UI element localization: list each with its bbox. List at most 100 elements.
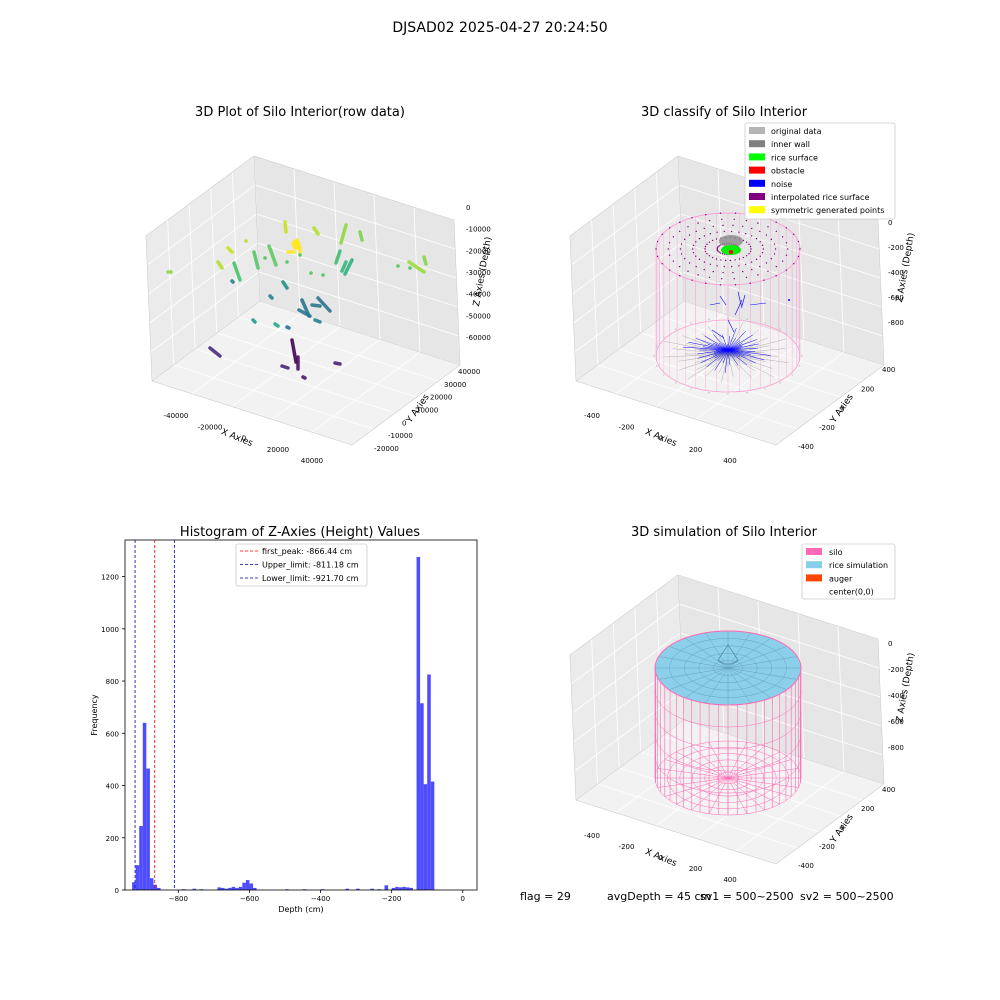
interpolated-surface-point	[703, 235, 706, 237]
subplot-histogram: Histogram of Z-Axies (Height) Values −80…	[90, 525, 478, 914]
interpolated-surface-point	[785, 242, 788, 244]
original-data-point	[791, 336, 793, 338]
floor-gridline	[735, 351, 845, 433]
axes-edge	[575, 719, 685, 801]
z-tick-label: -50000	[466, 312, 491, 320]
interpolated-surface-point	[692, 244, 695, 247]
axes-edge	[569, 155, 679, 237]
silo-floor-spoke	[727, 751, 780, 779]
noise-ray	[688, 341, 729, 351]
interpolated-surface-point	[722, 271, 724, 274]
interpolated-surface-point	[695, 241, 697, 243]
legend-swatch	[806, 561, 822, 569]
y-tick-label: 800	[106, 678, 119, 686]
wall-gridline	[413, 207, 421, 353]
noise-ray	[727, 349, 746, 357]
x-axis-label: Depth (cm)	[278, 905, 323, 914]
z-tick-label: -600	[888, 294, 904, 302]
histogram-frame	[124, 539, 478, 891]
histogram-bar	[228, 887, 232, 890]
interpolated-surface-point	[787, 248, 789, 250]
x-tick-label: -200	[619, 843, 635, 851]
rice-surface-mesh	[658, 656, 729, 669]
interpolated-surface-point	[692, 251, 695, 254]
interpolated-surface-point	[688, 262, 691, 264]
interpolated-surface-point	[703, 227, 705, 230]
raw-point-cluster	[252, 250, 260, 270]
axes-back-left-pane	[146, 156, 260, 381]
floor-gridline	[173, 364, 374, 430]
floor-gridline	[195, 348, 396, 414]
y-tick-label: 200	[861, 385, 874, 393]
status-sv1: sv1 = 500~2500	[700, 890, 794, 903]
original-data-point	[798, 365, 801, 367]
original-data-ray	[696, 353, 729, 370]
floor-gridline	[640, 751, 841, 817]
raw-point-cluster	[291, 239, 301, 249]
raw-point-cluster	[285, 325, 291, 330]
original-data-ray	[727, 353, 740, 371]
interpolated-surface-point	[748, 252, 750, 255]
histogram-bar	[132, 882, 136, 890]
raw-point	[298, 253, 302, 257]
wall-gridline	[634, 187, 642, 334]
y-tick-label: 200	[861, 805, 874, 813]
silo-wall-ring	[654, 755, 802, 794]
noise-ray	[727, 330, 746, 351]
noise-ray	[727, 337, 736, 351]
original-data-point	[779, 382, 782, 384]
interpolated-surface-point	[661, 233, 663, 236]
z-tick-label: -800	[888, 319, 904, 327]
original-data-point	[764, 322, 766, 324]
rice-surface-mesh	[727, 667, 798, 680]
interpolated-surface-point	[734, 284, 737, 286]
legend-label: silo	[829, 548, 843, 557]
interpolated-surface-point	[723, 230, 726, 233]
interpolated-surface-point	[680, 243, 683, 245]
noise-ray	[718, 342, 729, 351]
raw-point-cluster	[297, 308, 312, 318]
interpolated-surface-point	[716, 249, 719, 251]
wall-gridline	[837, 626, 845, 772]
status-avg-depth: avgDepth = 45 cm	[607, 890, 711, 903]
raw-point	[396, 264, 400, 268]
original-data-point	[764, 388, 766, 390]
interpolated-surface-point	[734, 259, 736, 261]
noise-ray	[707, 344, 729, 351]
interpolated-surface-point	[750, 248, 752, 250]
interpolated-surface-point	[767, 226, 769, 228]
interpolated-surface-point	[691, 217, 693, 219]
raw-point-cluster	[422, 255, 428, 266]
noise-ray	[727, 347, 759, 351]
histogram-bar	[395, 886, 399, 890]
silo-floor-spoke	[727, 777, 792, 797]
interpolated-surface-point	[797, 255, 800, 258]
noise-ray	[702, 346, 729, 351]
original-data-ray	[719, 353, 729, 373]
y-tick-label: 400	[882, 786, 895, 794]
axes-edge	[151, 300, 261, 382]
interpolated-surface-point	[770, 238, 773, 241]
interpolated-surface-point	[763, 279, 765, 281]
subplot-raw-data: 3D Plot of Silo Interior(row data) -4000…	[145, 105, 494, 465]
noise-ray	[727, 335, 731, 351]
interpolated-surface-point	[716, 265, 718, 267]
interpolated-surface-point	[757, 222, 759, 224]
interpolated-surface-point	[705, 282, 707, 284]
z-tick-label: -10000	[466, 226, 491, 234]
axes-edge	[677, 574, 879, 640]
interpolated-surface-point	[669, 227, 671, 229]
interpolated-surface-point	[742, 239, 745, 242]
axes-edge	[145, 155, 255, 237]
interpolated-surface-point	[708, 241, 711, 243]
original-data-ray	[663, 353, 729, 358]
z-tick-label: -40000	[466, 291, 491, 299]
rice-surface-mesh	[727, 667, 751, 704]
interpolated-surface-point	[775, 265, 778, 268]
histogram-bar	[146, 768, 150, 890]
silo-floor-spoke	[691, 745, 729, 779]
interpolated-surface-point	[749, 245, 752, 248]
noise-ray	[727, 340, 741, 351]
original-data-point	[727, 393, 729, 395]
